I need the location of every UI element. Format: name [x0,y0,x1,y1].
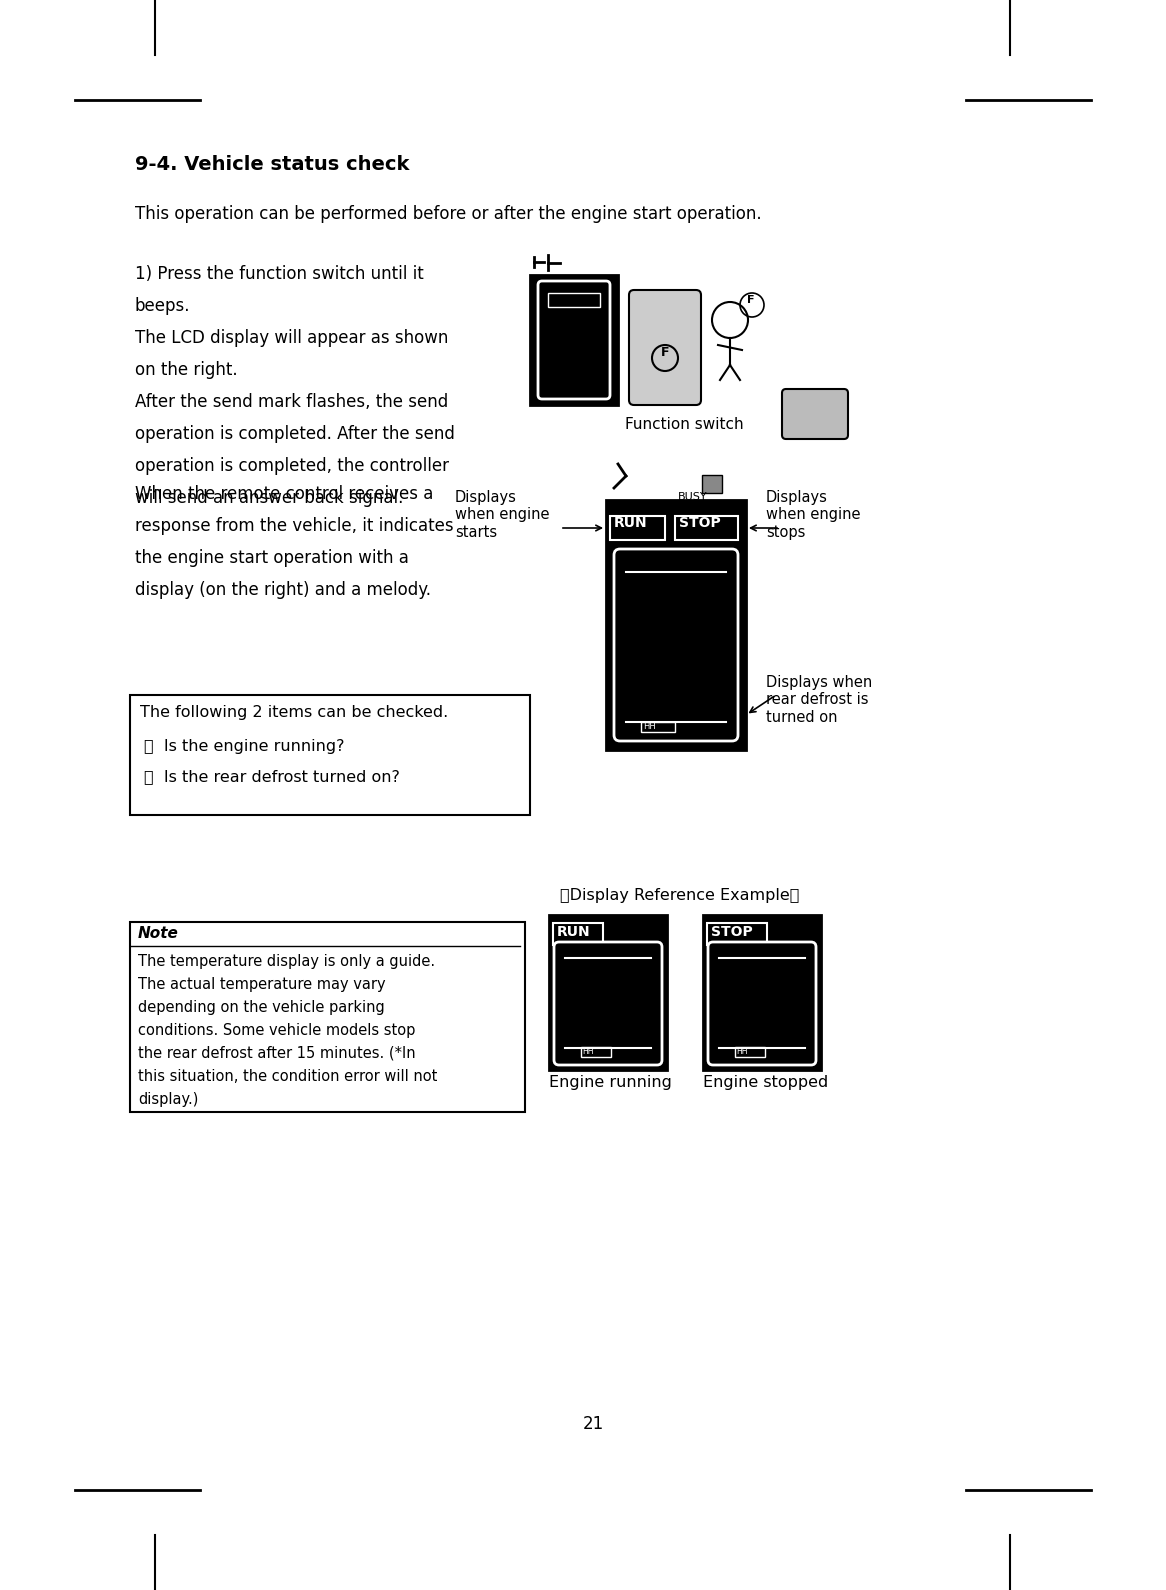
Text: 【Display Reference Example】: 【Display Reference Example】 [560,887,800,903]
Bar [606,499,746,750]
Text: The LCD display will appear as shown: The LCD display will appear as shown [135,329,449,347]
Bar [553,924,603,944]
Text: response from the vehicle, it indicates: response from the vehicle, it indicates [135,517,454,534]
Text: Function switch: Function switch [625,417,744,432]
Text: ・  Is the engine running?: ・ Is the engine running? [143,739,344,754]
Text: on the right.: on the right. [135,361,238,378]
Text: HH: HH [736,1046,747,1056]
Text: the rear defrost after 15 minutes. (*In: the rear defrost after 15 minutes. (*In [138,1046,415,1061]
Text: F: F [661,345,669,358]
Text: Displays when
rear defrost is
turned on: Displays when rear defrost is turned on [766,676,872,725]
Text: operation is completed, the controller: operation is completed, the controller [135,456,449,475]
Text: 1) Press the function switch until it: 1) Press the function switch until it [135,266,423,283]
Text: Engine stopped: Engine stopped [703,1075,828,1091]
FancyBboxPatch shape [628,289,701,405]
Text: the engine start operation with a: the engine start operation with a [135,549,409,568]
Text: Note: Note [138,925,178,941]
FancyBboxPatch shape [708,941,816,1065]
Text: Engine running: Engine running [549,1075,672,1091]
FancyBboxPatch shape [554,941,662,1065]
FancyBboxPatch shape [129,695,531,816]
Text: depending on the vehicle parking: depending on the vehicle parking [138,1000,385,1014]
Text: will send an answer back signal.: will send an answer back signal. [135,490,403,507]
FancyBboxPatch shape [129,922,525,1111]
Bar [735,1046,765,1057]
Text: ・  Is the rear defrost turned on?: ・ Is the rear defrost turned on? [143,770,400,784]
Text: Displays
when engine
stops: Displays when engine stops [766,490,861,539]
Text: RUN: RUN [557,925,591,940]
FancyBboxPatch shape [538,281,610,399]
Bar [703,914,821,1070]
Text: beeps.: beeps. [135,297,190,315]
Text: this situation, the condition error will not: this situation, the condition error will… [138,1068,437,1084]
Text: After the send mark flashes, the send: After the send mark flashes, the send [135,393,448,410]
Text: RUN: RUN [614,517,647,529]
Text: STOP: STOP [711,925,753,940]
Text: The actual temperature may vary: The actual temperature may vary [138,976,386,992]
Bar [549,914,667,1070]
Text: Displays
when engine
starts: Displays when engine starts [455,490,549,539]
Text: The temperature display is only a guide.: The temperature display is only a guide. [138,954,435,968]
Text: This operation can be performed before or after the engine start operation.: This operation can be performed before o… [135,205,761,223]
Text: display (on the right) and a melody.: display (on the right) and a melody. [135,580,431,599]
Text: The following 2 items can be checked.: The following 2 items can be checked. [140,704,448,720]
Text: BUSY: BUSY [677,491,708,502]
Bar [581,1046,611,1057]
Text: conditions. Some vehicle models stop: conditions. Some vehicle models stop [138,1022,415,1038]
Bar [707,924,767,944]
Bar [675,517,738,541]
Text: 9-4. Vehicle status check: 9-4. Vehicle status check [135,154,409,173]
Text: 21: 21 [583,1415,604,1433]
Text: operation is completed. After the send: operation is completed. After the send [135,425,455,444]
Text: F: F [747,296,754,305]
Bar [641,722,675,731]
Text: When the remote control receives a: When the remote control receives a [135,485,434,502]
Bar [531,275,618,405]
Bar [610,517,665,541]
Text: HH: HH [642,722,655,731]
Bar [548,293,600,307]
Text: HH: HH [582,1046,593,1056]
FancyBboxPatch shape [782,390,848,439]
FancyBboxPatch shape [614,549,738,741]
Bar [702,475,722,493]
Text: display.): display.) [138,1092,198,1107]
Text: STOP: STOP [679,517,721,529]
